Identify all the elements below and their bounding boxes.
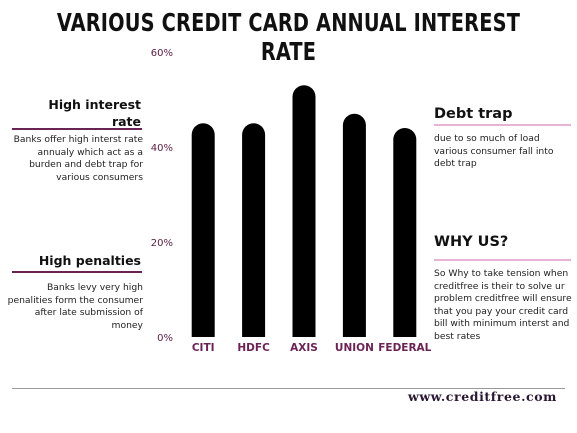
bar-union xyxy=(343,114,366,337)
debt-trap-divider xyxy=(434,124,571,126)
category-label-axis: AXIS xyxy=(290,342,318,354)
category-label-hdfc: HDFC xyxy=(237,342,270,354)
why-us-text: So Why to take tension when creditfree i… xyxy=(434,268,574,343)
y-tick-label: 0% xyxy=(157,333,173,344)
bar-hdfc xyxy=(242,123,265,337)
debt-trap-text: due to so much of load various consumer … xyxy=(434,133,574,171)
y-tick-label: 20% xyxy=(151,238,173,249)
category-label-federal: FEDERAL xyxy=(378,342,431,354)
bar-citi xyxy=(192,123,215,337)
bar-federal xyxy=(393,128,416,337)
category-label-citi: CITI xyxy=(192,342,215,354)
category-label-union: UNION xyxy=(335,342,374,354)
debt-trap-heading: Debt trap xyxy=(434,106,512,122)
bar-axis xyxy=(293,85,316,337)
high-interest-heading: High interest rate xyxy=(21,96,141,130)
y-tick-label: 40% xyxy=(151,143,173,154)
y-tick-label: 60% xyxy=(151,48,173,59)
high-penalties-divider xyxy=(12,271,142,273)
bars xyxy=(192,85,417,337)
x-axis-categories: CITI HDFC AXIS UNION FEDERAL xyxy=(192,342,432,354)
high-interest-text: Banks offer high interst rate annualy wh… xyxy=(4,134,143,184)
high-penalties-heading: High penalties xyxy=(11,253,141,268)
why-us-heading: WHY US? xyxy=(434,234,508,250)
footer-website-link[interactable]: www.creditfree.com xyxy=(408,389,557,404)
y-axis-ticks: 0% 20% 40% 60% xyxy=(151,48,173,344)
why-us-divider xyxy=(434,259,571,261)
high-penalties-text: Banks levy very high penalities form the… xyxy=(4,282,143,332)
high-interest-divider xyxy=(12,128,142,130)
